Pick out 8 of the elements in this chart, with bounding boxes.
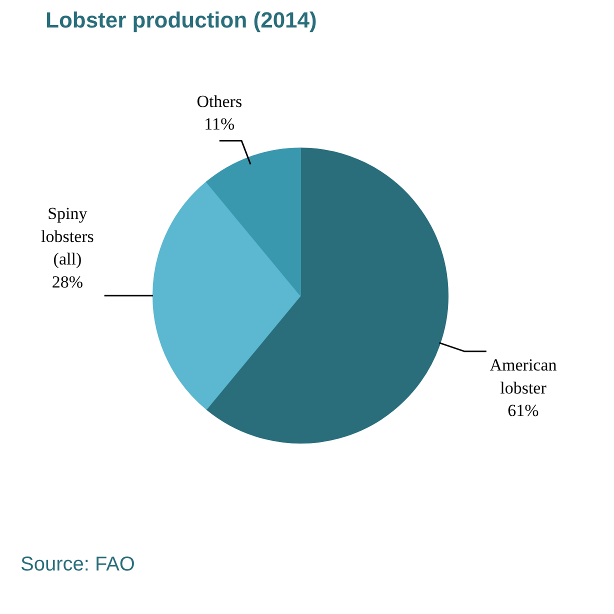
data-label: 61% (508, 401, 539, 420)
data-label: 11% (204, 114, 235, 134)
chart-title: Lobster production (2014) (46, 8, 317, 32)
slice-label: American lobster (490, 356, 558, 398)
slice-label: Others (196, 92, 242, 111)
data-label: 28% (52, 272, 84, 292)
slice-label: Spiny lobsters (all) (41, 204, 94, 269)
source-note: Source: FAO (20, 554, 135, 576)
